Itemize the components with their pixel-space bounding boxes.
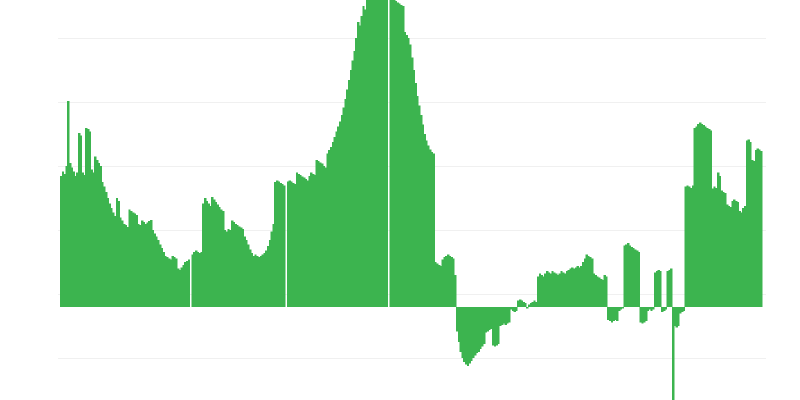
bar-series-path bbox=[60, 0, 763, 400]
bars-group bbox=[60, 0, 763, 400]
